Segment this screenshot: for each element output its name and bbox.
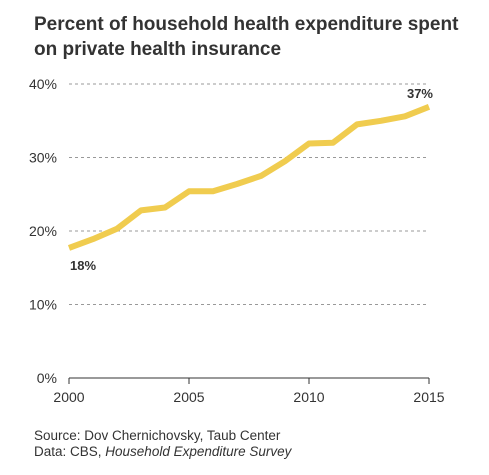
data-point-2001 <box>90 236 96 242</box>
y-tick-label: 30% <box>29 150 57 166</box>
data-point-2000 <box>66 245 72 251</box>
series-layer <box>66 104 432 251</box>
y-tick-label: 10% <box>29 297 57 313</box>
start-value-label: 18% <box>70 258 96 273</box>
series-line <box>67 104 431 251</box>
data-point-2015 <box>426 104 432 110</box>
data-point-2006 <box>210 188 216 194</box>
y-tick-label: 20% <box>29 223 57 239</box>
data-point-2014 <box>402 113 408 119</box>
x-tick-label: 2010 <box>293 389 324 405</box>
source-line: Source: Dov Chernichovsky, Taub Center <box>34 428 281 443</box>
data-point-2013 <box>378 118 384 124</box>
chart-title: Percent of household health expenditure … <box>34 14 459 60</box>
survey-title: Household Expenditure Survey <box>105 444 292 459</box>
data-point-2009 <box>282 158 288 164</box>
end-value-label: 37% <box>407 86 433 101</box>
axes: 0% 10% 20% 30% 40% 2000 2005 2010 2015 <box>29 76 445 405</box>
data-point-2008 <box>258 173 264 179</box>
source-note: Source: Dov Chernichovsky, Taub Center D… <box>34 428 291 460</box>
data-point-2012 <box>354 121 360 127</box>
data-point-2002 <box>114 226 120 232</box>
data-labels: 18% 37% <box>70 86 433 273</box>
y-tick-label: 0% <box>37 370 57 386</box>
data-point-2011 <box>330 140 336 146</box>
gridlines <box>69 83 429 305</box>
data-point-2007 <box>234 181 240 187</box>
data-point-2005 <box>186 188 192 194</box>
data-prefix: Data: CBS, <box>34 444 106 459</box>
data-point-2003 <box>138 207 144 213</box>
x-tick-label: 2015 <box>413 389 444 405</box>
x-tick-label: 2000 <box>53 389 84 405</box>
data-point-2010 <box>306 141 312 147</box>
data-point-2004 <box>162 204 168 210</box>
data-line: Data: CBS, Household Expenditure Survey <box>34 444 291 460</box>
y-tick-label: 40% <box>29 76 57 92</box>
x-tick-label: 2005 <box>173 389 204 405</box>
